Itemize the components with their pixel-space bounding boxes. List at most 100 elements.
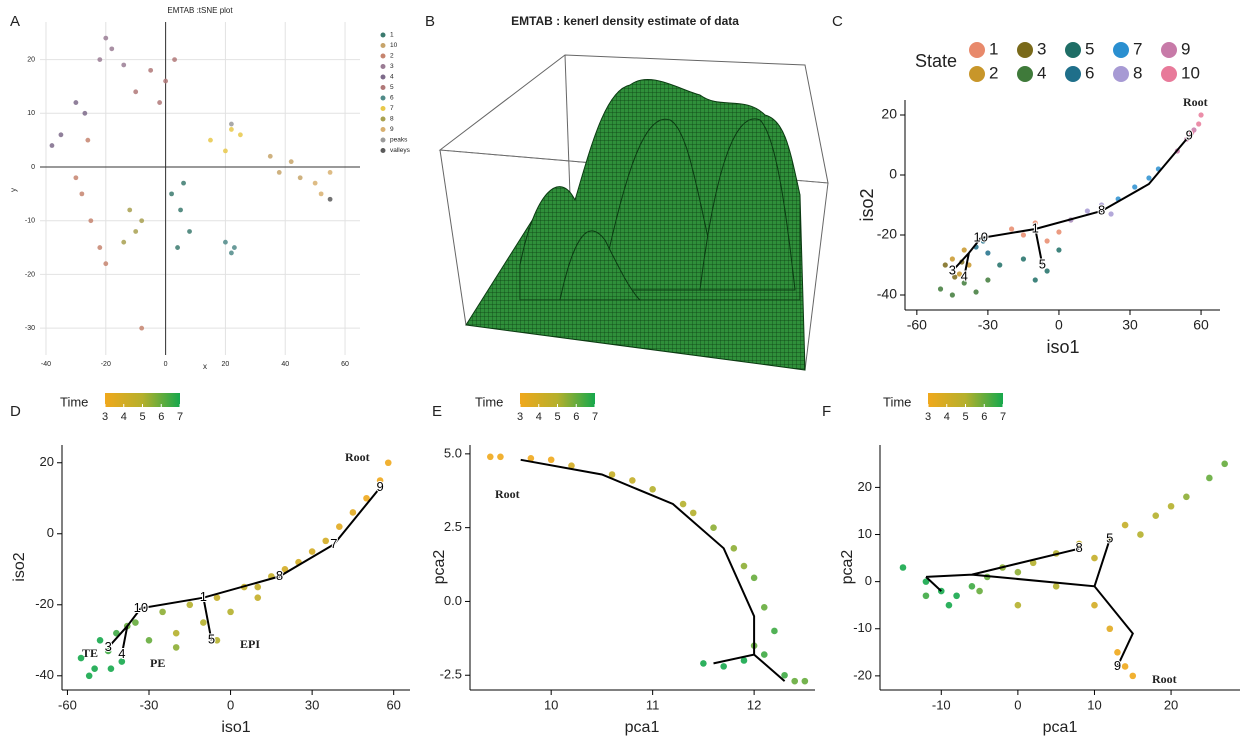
box-edge <box>439 149 467 326</box>
legend-swatch <box>1161 42 1177 58</box>
point <box>208 137 213 143</box>
node-label: 8 <box>1076 540 1083 555</box>
legend-swatch <box>380 43 386 48</box>
point <box>1020 256 1027 262</box>
point <box>730 545 738 552</box>
y-tick-label: -20 <box>877 226 897 242</box>
point <box>148 67 154 73</box>
colorbar <box>928 393 1003 407</box>
node-label: 7 <box>330 536 337 551</box>
point <box>288 159 294 165</box>
point <box>145 636 153 644</box>
point <box>97 245 103 250</box>
y-tick-label: 0 <box>889 166 897 182</box>
point <box>1044 238 1050 244</box>
colorbar-tick-label: 5 <box>554 411 560 423</box>
point <box>118 658 126 665</box>
node-label: 5 <box>1106 531 1113 546</box>
point <box>113 629 120 637</box>
point <box>1108 211 1114 217</box>
legend-label: 1 <box>390 32 394 39</box>
x-tick-label: -60 <box>907 317 927 333</box>
surface-hill <box>699 118 796 291</box>
annotation: EPI <box>240 637 260 651</box>
point <box>750 574 758 582</box>
y-tick-label: 10 <box>858 526 872 541</box>
point <box>172 644 180 651</box>
point <box>1132 184 1138 190</box>
colorbar-tick-label: 7 <box>592 411 598 423</box>
point <box>1121 521 1129 529</box>
x-tick-label: 10 <box>1087 697 1101 712</box>
legend-swatch <box>1161 66 1177 82</box>
x-axis-label: x <box>203 362 207 371</box>
point <box>172 57 177 62</box>
x-tick-label: 11 <box>646 697 660 712</box>
point <box>237 132 243 138</box>
x-tick-label: 60 <box>386 697 400 712</box>
point <box>1056 229 1062 235</box>
legend-swatch <box>1065 42 1081 58</box>
surface-hill <box>599 118 721 291</box>
legend-label: 3 <box>1037 39 1046 58</box>
point <box>997 262 1003 268</box>
x-tick-label: 60 <box>341 361 349 368</box>
x-tick-label: -30 <box>140 697 159 712</box>
legend-label: 6 <box>1085 63 1094 82</box>
legend-swatch <box>380 148 386 153</box>
point <box>327 169 333 175</box>
node-label: 9 <box>1114 658 1121 673</box>
node-label: 1 <box>1032 220 1039 235</box>
legend-swatch <box>380 64 386 69</box>
point <box>139 325 145 331</box>
trajectory <box>107 486 381 655</box>
point <box>327 196 333 202</box>
annotation: Root <box>1152 672 1177 686</box>
point <box>1146 175 1152 181</box>
colorbar <box>105 393 180 407</box>
point <box>1106 625 1114 633</box>
legend-swatch <box>380 85 386 90</box>
legend-label: 6 <box>390 95 394 102</box>
legend-swatch <box>1065 66 1081 82</box>
point <box>276 169 282 175</box>
box-edge <box>564 54 571 196</box>
x-tick-label: 12 <box>747 697 761 712</box>
legend-swatch <box>1113 42 1129 58</box>
point <box>1198 112 1204 118</box>
node-label: 4 <box>118 646 125 661</box>
point <box>547 456 555 464</box>
y-tick-label: 20 <box>27 56 35 63</box>
point <box>1020 232 1027 238</box>
point <box>1188 130 1195 136</box>
x-axis-label: pca1 <box>625 719 660 736</box>
annotation: Root <box>495 487 520 501</box>
point <box>976 587 983 595</box>
point <box>486 453 494 461</box>
x-tick-label: -10 <box>932 697 951 712</box>
surface-hill <box>559 230 642 301</box>
box-edge <box>804 182 829 371</box>
surface-plot <box>438 54 829 371</box>
point <box>922 592 930 600</box>
y-tick-label: 5.0 <box>444 445 462 460</box>
point <box>1008 226 1015 232</box>
y-tick-label: -20 <box>25 271 35 278</box>
colorbar-tick-label: 5 <box>962 411 968 423</box>
point <box>103 35 109 41</box>
x-tick-label: 40 <box>281 361 289 368</box>
point <box>968 583 976 590</box>
point <box>649 485 656 493</box>
legend-label: 1 <box>989 39 998 58</box>
legend-label: 9 <box>1181 39 1190 58</box>
legend-swatch <box>969 66 985 82</box>
trajectory <box>925 538 1134 667</box>
point <box>73 175 79 181</box>
point <box>710 524 717 531</box>
y-tick-label: -20 <box>853 667 872 682</box>
point <box>169 191 174 197</box>
node-label: 9 <box>1186 127 1193 142</box>
point <box>801 677 809 685</box>
node-label: 8 <box>276 568 283 583</box>
